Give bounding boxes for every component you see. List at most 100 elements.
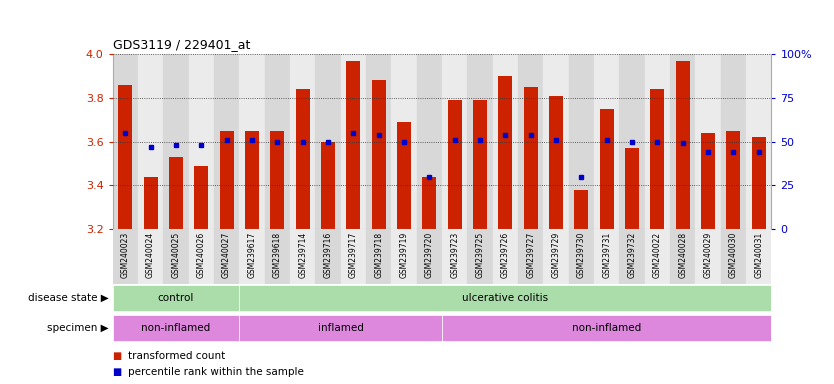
Text: percentile rank within the sample: percentile rank within the sample (128, 367, 304, 377)
Text: transformed count: transformed count (128, 351, 225, 361)
Bar (493, 229, 518, 284)
Bar (270, 131, 284, 229)
Text: disease state ▶: disease state ▶ (28, 293, 108, 303)
Text: GSM239716: GSM239716 (324, 232, 333, 278)
Text: GSM239732: GSM239732 (627, 232, 636, 278)
Bar (340, 54, 366, 229)
Text: GSM240029: GSM240029 (704, 232, 712, 278)
Bar (372, 80, 385, 229)
Bar (340, 229, 366, 284)
Bar (676, 61, 690, 229)
Bar (138, 229, 163, 284)
Bar (499, 76, 512, 229)
Bar (214, 229, 239, 284)
Text: GSM239720: GSM239720 (425, 232, 434, 278)
Bar (245, 131, 259, 229)
Bar (188, 229, 214, 284)
Bar (417, 54, 442, 229)
Text: GSM240031: GSM240031 (754, 232, 763, 278)
Text: ■: ■ (113, 367, 122, 377)
Bar (670, 229, 696, 284)
Bar (113, 315, 239, 341)
Bar (366, 229, 391, 284)
Bar (600, 109, 614, 229)
Text: GSM239718: GSM239718 (374, 232, 383, 278)
Bar (549, 96, 563, 229)
Bar (143, 177, 158, 229)
Bar (696, 229, 721, 284)
Bar (620, 229, 645, 284)
Text: GSM240022: GSM240022 (653, 232, 662, 278)
Bar (188, 54, 214, 229)
Bar (264, 229, 290, 284)
Bar (138, 54, 163, 229)
Bar (113, 54, 138, 229)
Bar (620, 54, 645, 229)
Bar (290, 229, 315, 284)
Text: non-inflamed: non-inflamed (572, 323, 641, 333)
Text: GSM239723: GSM239723 (450, 232, 460, 278)
Bar (670, 54, 696, 229)
Bar (391, 54, 417, 229)
Bar (594, 54, 620, 229)
Bar (118, 84, 133, 229)
Text: GSM239618: GSM239618 (273, 232, 282, 278)
Bar (721, 229, 746, 284)
Text: GSM239617: GSM239617 (248, 232, 257, 278)
Text: GSM240024: GSM240024 (146, 232, 155, 278)
Bar (645, 229, 670, 284)
Text: non-inflamed: non-inflamed (141, 323, 210, 333)
Bar (290, 54, 315, 229)
Bar (113, 285, 239, 311)
Text: GSM239730: GSM239730 (577, 232, 586, 278)
Bar (442, 315, 771, 341)
Bar (493, 54, 518, 229)
Text: GSM240027: GSM240027 (222, 232, 231, 278)
Bar (518, 54, 544, 229)
Bar (442, 54, 467, 229)
Bar (448, 100, 462, 229)
Text: GSM240028: GSM240028 (678, 232, 687, 278)
Bar (214, 54, 239, 229)
Text: specimen ▶: specimen ▶ (47, 323, 108, 333)
Bar (315, 229, 340, 284)
Bar (442, 229, 467, 284)
Text: GSM239719: GSM239719 (399, 232, 409, 278)
Text: GSM239726: GSM239726 (501, 232, 510, 278)
Bar (422, 177, 436, 229)
Text: ulcerative colitis: ulcerative colitis (462, 293, 549, 303)
Bar (575, 190, 588, 229)
Bar (397, 122, 411, 229)
Text: GSM239725: GSM239725 (475, 232, 485, 278)
Bar (746, 229, 771, 284)
Bar (346, 61, 360, 229)
Text: GSM240030: GSM240030 (729, 232, 738, 278)
Bar (544, 229, 569, 284)
Text: GSM240023: GSM240023 (121, 232, 130, 278)
Bar (544, 54, 569, 229)
Bar (524, 87, 538, 229)
Text: GSM240026: GSM240026 (197, 232, 206, 278)
Text: GSM239729: GSM239729 (551, 232, 560, 278)
Text: GSM239717: GSM239717 (349, 232, 358, 278)
Bar (701, 133, 715, 229)
Bar (321, 141, 335, 229)
Bar (746, 54, 771, 229)
Bar (194, 166, 208, 229)
Text: GDS3119 / 229401_at: GDS3119 / 229401_at (113, 38, 250, 51)
Bar (264, 54, 290, 229)
Bar (696, 54, 721, 229)
Bar (651, 89, 665, 229)
Bar (315, 54, 340, 229)
Bar (645, 54, 670, 229)
Bar (467, 229, 493, 284)
Bar (751, 137, 766, 229)
Bar (239, 285, 771, 311)
Bar (726, 131, 741, 229)
Bar (518, 229, 544, 284)
Text: GSM239714: GSM239714 (298, 232, 307, 278)
Bar (626, 148, 639, 229)
Bar (239, 229, 264, 284)
Bar (473, 100, 487, 229)
Bar (721, 54, 746, 229)
